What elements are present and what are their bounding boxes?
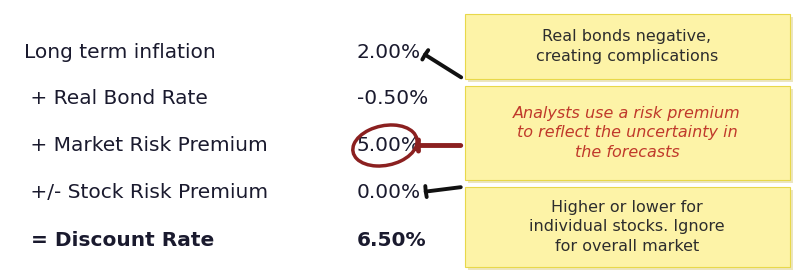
Text: Real bonds negative,
creating complications: Real bonds negative, creating complicati… xyxy=(536,29,718,64)
FancyBboxPatch shape xyxy=(465,86,790,180)
Text: 5.00%: 5.00% xyxy=(357,136,421,155)
FancyBboxPatch shape xyxy=(468,89,793,183)
Text: + Market Risk Premium: + Market Risk Premium xyxy=(24,136,268,155)
FancyBboxPatch shape xyxy=(465,187,790,267)
Text: 2.00%: 2.00% xyxy=(357,43,421,62)
Text: Higher or lower for
individual stocks. Ignore
for overall market: Higher or lower for individual stocks. I… xyxy=(529,200,725,254)
FancyBboxPatch shape xyxy=(465,13,790,79)
Text: Analysts use a risk premium
to reflect the uncertainty in
the forecasts: Analysts use a risk premium to reflect t… xyxy=(514,106,741,160)
Text: Long term inflation: Long term inflation xyxy=(24,43,216,62)
Text: 0.00%: 0.00% xyxy=(357,183,421,202)
FancyBboxPatch shape xyxy=(468,190,793,270)
Text: 6.50%: 6.50% xyxy=(357,231,427,250)
Text: = Discount Rate: = Discount Rate xyxy=(24,231,215,250)
Text: +/- Stock Risk Premium: +/- Stock Risk Premium xyxy=(24,183,268,202)
Text: -0.50%: -0.50% xyxy=(357,89,428,108)
Text: + Real Bond Rate: + Real Bond Rate xyxy=(24,89,208,108)
FancyBboxPatch shape xyxy=(468,17,793,82)
